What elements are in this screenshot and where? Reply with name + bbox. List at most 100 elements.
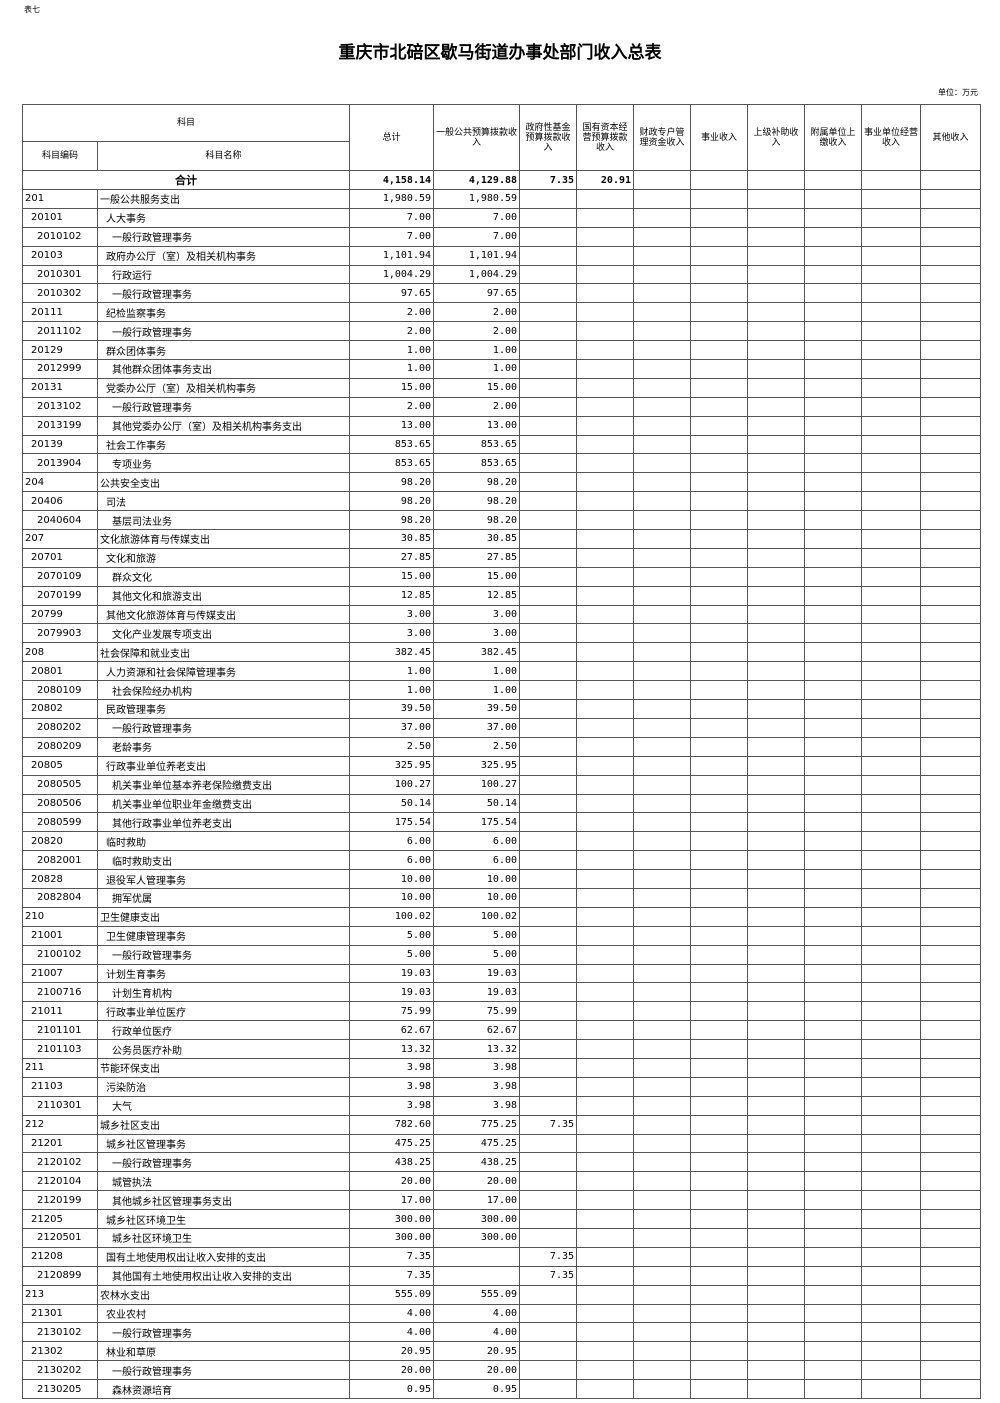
table-row: 20111 纪检监察事务 2.00 2.00 xyxy=(22,302,982,323)
amount-cell xyxy=(519,699,578,719)
amount-cell xyxy=(861,453,922,474)
amount-cell xyxy=(690,566,749,587)
amount-cell xyxy=(519,245,578,266)
amount-cell xyxy=(576,699,635,719)
table-row: 2120899 其他国有土地使用权出让收入安排的支出 7.35 7.35 xyxy=(22,1265,982,1286)
amount-cell xyxy=(747,1360,806,1381)
amount-cell xyxy=(519,1341,578,1362)
amount-cell xyxy=(519,302,578,323)
amount-cell: 30.85 xyxy=(433,529,521,549)
amount-cell: 19.03 xyxy=(433,963,521,984)
amount-cell xyxy=(804,1133,863,1154)
amount-cell xyxy=(633,396,692,417)
subject-name: 拥军优属 xyxy=(96,887,351,908)
name-header: 科目名称 xyxy=(96,141,351,171)
amount-cell xyxy=(861,1152,922,1173)
amount-cell xyxy=(690,850,749,871)
amount-cell: 98.20 xyxy=(349,491,435,512)
amount-cell xyxy=(747,547,806,568)
subject-code: 21302 xyxy=(22,1341,98,1362)
amount-cell: 17.00 xyxy=(349,1190,435,1211)
amount-cell xyxy=(920,982,982,1003)
amount-cell xyxy=(576,661,635,682)
amount-cell: 62.67 xyxy=(349,1020,435,1041)
amount-cell xyxy=(920,510,982,531)
amount-cell xyxy=(633,226,692,247)
amount-cell xyxy=(576,359,635,379)
subject-code: 21208 xyxy=(22,1246,98,1267)
amount-cell xyxy=(804,396,863,417)
amount-cell: 853.65 xyxy=(433,453,521,474)
amount-cell xyxy=(690,264,749,285)
amount-cell xyxy=(576,453,635,474)
amount-cell xyxy=(690,1020,749,1041)
table-row: 21201 城乡社区管理事务 475.25 475.25 xyxy=(22,1133,982,1154)
amount-cell xyxy=(920,283,982,304)
total-value: 4,129.88 xyxy=(433,170,521,190)
amount-cell xyxy=(920,887,982,908)
subject-code: 204 xyxy=(22,472,98,493)
amount-cell xyxy=(690,1209,749,1229)
table-row: 2130205 森林资源培育 0.95 0.95 xyxy=(22,1379,982,1399)
table-row: 2120104 城管执法 20.00 20.00 xyxy=(22,1171,982,1192)
amount-cell xyxy=(920,1246,982,1267)
amount-cell xyxy=(747,491,806,512)
subject-code: 2080202 xyxy=(22,717,98,738)
amount-cell: 2.00 xyxy=(349,396,435,417)
amount-cell xyxy=(576,264,635,285)
amount-cell xyxy=(519,944,578,965)
amount-cell: 100.02 xyxy=(349,906,435,927)
amount-cell xyxy=(747,925,806,946)
amount-cell xyxy=(633,1171,692,1192)
subject-name: 人力资源和社会保障管理事务 xyxy=(96,661,351,682)
table-row: 20406 司法 98.20 98.20 xyxy=(22,491,982,512)
amount-cell xyxy=(861,189,922,209)
amount-cell xyxy=(861,831,922,852)
amount-cell xyxy=(690,736,749,757)
amount-cell xyxy=(633,283,692,304)
amount-cell: 19.03 xyxy=(349,963,435,984)
amount-cell: 3.00 xyxy=(349,623,435,644)
amount-cell xyxy=(920,377,982,398)
amount-cell xyxy=(747,736,806,757)
amount-cell xyxy=(690,925,749,946)
amount-cell xyxy=(861,207,922,228)
amount-cell xyxy=(633,604,692,625)
amount-cell xyxy=(804,623,863,644)
amount-cell xyxy=(861,925,922,946)
amount-cell xyxy=(804,321,863,342)
amount-cell: 1.00 xyxy=(349,680,435,701)
amount-cell xyxy=(747,1190,806,1211)
amount-cell xyxy=(747,850,806,871)
amount-cell xyxy=(747,377,806,398)
amount-cell xyxy=(747,623,806,644)
subject-code: 21011 xyxy=(22,1001,98,1022)
amount-cell xyxy=(747,774,806,795)
amount-cell xyxy=(576,321,635,342)
amount-cell xyxy=(690,1171,749,1192)
amount-cell: 7.00 xyxy=(433,226,521,247)
table-row: 2010301 行政运行 1,004.29 1,004.29 xyxy=(22,264,982,285)
amount-cell xyxy=(861,1284,922,1305)
table-row: 21208 国有土地使用权出让收入安排的支出 7.35 7.35 xyxy=(22,1246,982,1267)
amount-cell xyxy=(519,547,578,568)
amount-cell: 5.00 xyxy=(349,944,435,965)
subject-code: 2013102 xyxy=(22,396,98,417)
amount-cell: 7.35 xyxy=(349,1246,435,1267)
amount-cell xyxy=(633,302,692,323)
table-row: 208 社会保障和就业支出 382.45 382.45 xyxy=(22,642,982,663)
amount-cell xyxy=(690,699,749,719)
subject-name: 一般行政管理事务 xyxy=(96,396,351,417)
amount-cell xyxy=(747,755,806,776)
amount-cell: 17.00 xyxy=(433,1190,521,1211)
amount-cell: 98.20 xyxy=(349,472,435,493)
amount-cell xyxy=(690,642,749,663)
amount-cell xyxy=(576,491,635,512)
subject-code: 2110301 xyxy=(22,1095,98,1116)
amount-cell: 3.98 xyxy=(433,1057,521,1078)
amount-cell xyxy=(920,925,982,946)
amount-cell xyxy=(633,434,692,455)
amount-cell xyxy=(576,245,635,266)
amount-cell xyxy=(861,623,922,644)
amount-cell xyxy=(747,793,806,814)
